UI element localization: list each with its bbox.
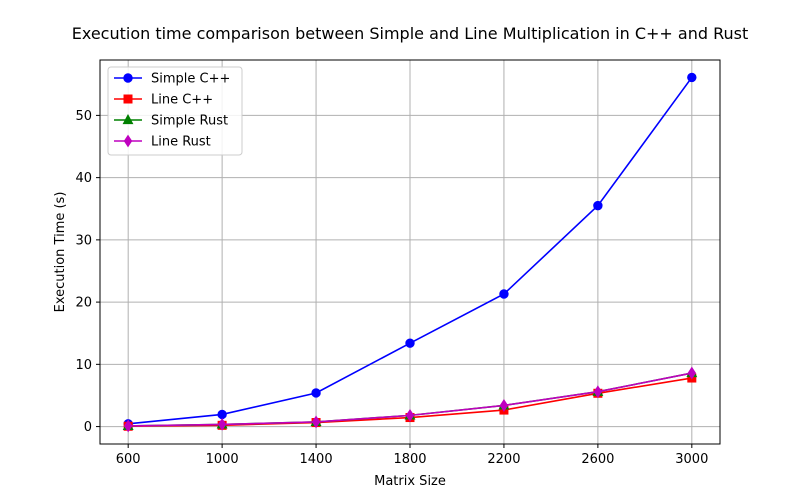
data-point — [311, 415, 321, 429]
x-tick-label: 1000 — [206, 452, 239, 467]
y-tick-label: 40 — [75, 171, 92, 186]
y-tick-label: 20 — [75, 296, 92, 311]
legend-item: Simple C++ — [114, 72, 230, 87]
chart-title: Execution time comparison between Simple… — [72, 24, 749, 43]
legend-label: Line C++ — [151, 93, 213, 108]
legend-marker — [123, 94, 133, 104]
x-tick-label: 1800 — [393, 452, 426, 467]
y-tick-label: 50 — [75, 109, 92, 124]
data-point — [687, 366, 697, 380]
data-point — [593, 385, 603, 399]
data-point — [499, 399, 509, 412]
data-point — [217, 417, 227, 431]
legend-marker — [122, 113, 134, 125]
grid — [100, 60, 720, 444]
data-point — [687, 72, 697, 83]
ticks: 600 1000 1400 1800 2200 2600 3000 0 10 20 30 40 50 — [75, 109, 708, 467]
x-axis-label: Matrix Size — [374, 474, 446, 489]
legend-marker — [123, 134, 133, 148]
data-point — [499, 289, 509, 299]
data-point — [123, 419, 133, 433]
legend-item: Simple Rust — [114, 114, 228, 129]
legend-label: Simple C++ — [151, 72, 230, 87]
data-point — [405, 338, 415, 348]
series-1 — [123, 72, 697, 429]
legend-item: Line C++ — [114, 93, 213, 108]
legend: Simple C++ Line C++ Simple Rust Line Rust — [107, 66, 243, 156]
x-tick-label: 600 — [116, 452, 141, 467]
series-layer — [122, 72, 698, 433]
x-tick-label: 3000 — [675, 452, 708, 467]
x-tick-label: 2200 — [487, 452, 520, 467]
y-axis-label: Execution Time (s) — [53, 192, 68, 313]
y-tick-label: 0 — [84, 420, 92, 435]
legend-box — [107, 66, 243, 156]
legend-label: Simple Rust — [151, 114, 228, 129]
legend-item: Line Rust — [114, 135, 211, 150]
legend-label: Line Rust — [151, 135, 211, 150]
x-tick-label: 1400 — [300, 452, 333, 467]
x-tick-label: 2600 — [581, 452, 614, 467]
series-4 — [123, 366, 697, 433]
y-tick-label: 30 — [75, 233, 92, 248]
legend-marker — [123, 73, 133, 83]
data-point — [405, 408, 415, 422]
data-point — [311, 388, 321, 398]
y-tick-label: 10 — [75, 358, 92, 373]
data-point — [593, 200, 603, 211]
data-point — [217, 409, 227, 420]
